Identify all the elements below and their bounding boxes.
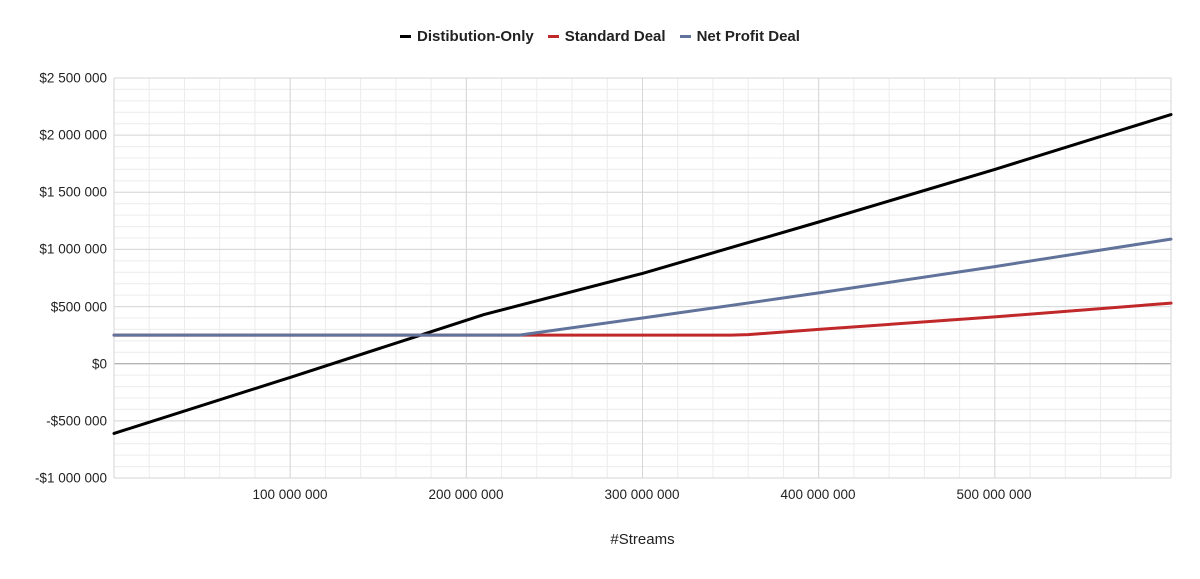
y-tick-label: $1 500 000 [39, 184, 107, 200]
y-tick-label: -$1 000 000 [34, 470, 107, 486]
y-tick-label: $500 000 [50, 299, 107, 315]
legend-label: Standard Deal [564, 28, 666, 45]
x-axis-title: #Streams [610, 531, 675, 548]
y-tick-label: $1 000 000 [39, 241, 107, 257]
legend: Distibution-Only Standard Deal Net Profi… [0, 28, 1200, 45]
x-tick-label: 200 000 000 [428, 487, 504, 502]
x-tick-label: 300 000 000 [604, 487, 680, 502]
y-tick-label: $2 000 000 [39, 127, 107, 143]
legend-swatch-icon [679, 35, 691, 38]
legend-item-standard-deal[interactable]: Standard Deal [547, 28, 666, 45]
series-line-net-profit-deal [112, 237, 1173, 337]
x-tick-label: 100 000 000 [252, 487, 328, 502]
legend-item-distribution-only[interactable]: Distibution-Only [400, 28, 534, 45]
legend-item-net-profit-deal[interactable]: Net Profit Deal [679, 28, 800, 45]
y-tick-label: $2 500 000 [39, 70, 107, 86]
series-line-distibution-only [112, 113, 1173, 435]
series-lines [112, 113, 1173, 435]
major-gridlines [113, 77, 1172, 479]
legend-swatch-icon [400, 35, 412, 38]
x-tick-label: 400 000 000 [780, 487, 856, 502]
legend-label: Net Profit Deal [696, 28, 800, 45]
y-tick-label: -$500 000 [46, 413, 107, 429]
x-tick-label: 500 000 000 [956, 487, 1032, 502]
y-tick-label: $0 [91, 356, 107, 372]
legend-swatch-icon [547, 35, 559, 38]
legend-label: Distibution-Only [417, 28, 534, 45]
